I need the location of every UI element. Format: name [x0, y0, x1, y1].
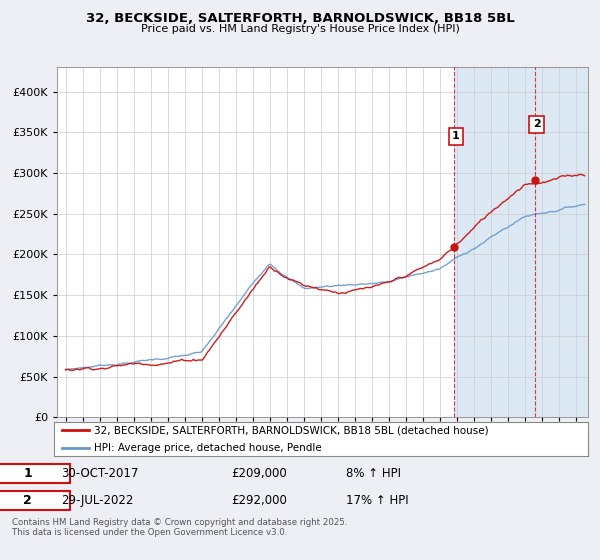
Bar	[454, 67, 588, 417]
Text: HPI: Average price, detached house, Pendle: HPI: Average price, detached house, Pend…	[94, 443, 322, 452]
Text: £209,000: £209,000	[231, 467, 287, 480]
Text: Price paid vs. HM Land Registry's House Price Index (HPI): Price paid vs. HM Land Registry's House …	[140, 24, 460, 34]
Text: 29-JUL-2022: 29-JUL-2022	[61, 493, 133, 507]
FancyBboxPatch shape	[0, 491, 70, 510]
Text: 1: 1	[452, 132, 460, 141]
Text: Contains HM Land Registry data © Crown copyright and database right 2025.
This d: Contains HM Land Registry data © Crown c…	[12, 518, 347, 538]
Text: 8% ↑ HPI: 8% ↑ HPI	[346, 467, 401, 480]
Text: 17% ↑ HPI: 17% ↑ HPI	[346, 493, 409, 507]
Text: £292,000: £292,000	[231, 493, 287, 507]
Text: 2: 2	[23, 493, 32, 507]
Text: 1: 1	[23, 467, 32, 480]
Text: 32, BECKSIDE, SALTERFORTH, BARNOLDSWICK, BB18 5BL (detached house): 32, BECKSIDE, SALTERFORTH, BARNOLDSWICK,…	[94, 426, 488, 435]
Text: 2: 2	[533, 119, 541, 129]
FancyBboxPatch shape	[0, 464, 70, 483]
Text: 32, BECKSIDE, SALTERFORTH, BARNOLDSWICK, BB18 5BL: 32, BECKSIDE, SALTERFORTH, BARNOLDSWICK,…	[86, 12, 514, 25]
Text: 30-OCT-2017: 30-OCT-2017	[61, 467, 139, 480]
